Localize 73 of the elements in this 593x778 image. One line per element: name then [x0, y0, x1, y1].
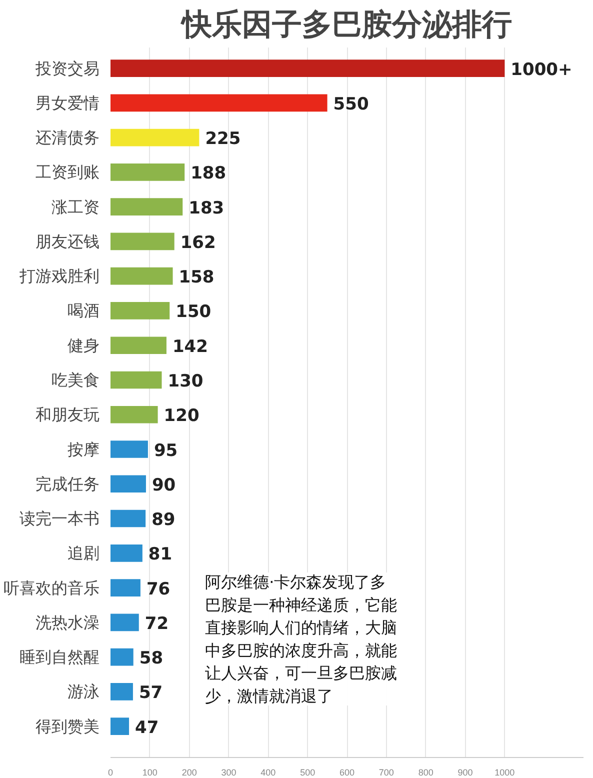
data-label: 58 [139, 648, 164, 669]
x-tick-label: 200 [182, 768, 197, 778]
x-tick-label: 600 [339, 768, 355, 778]
bar [110, 94, 328, 112]
y-tick-label: 打游戏胜利 [18, 266, 100, 286]
data-label: 95 [154, 440, 178, 461]
annotation: 阿尔维德·卡尔森发现了多巴胺是一种神经递质，它能直接影响人们的情绪，大脑中多巴胺的浓度升高，就能让人兴奋，可一旦多巴胺减少，激情就消退了 [205, 572, 398, 706]
data-label: 150 [176, 302, 212, 322]
data-label: 89 [152, 510, 176, 530]
bar [110, 510, 146, 528]
data-label: 81 [148, 544, 172, 565]
bar [110, 544, 142, 562]
data-label: 72 [144, 614, 169, 634]
data-label: 120 [164, 406, 200, 426]
bar [110, 406, 158, 424]
bar [110, 267, 173, 285]
data-label: 162 [180, 232, 216, 253]
bar [110, 232, 174, 250]
data-label: 550 [333, 94, 369, 114]
x-tick-label: 1000 [494, 768, 515, 778]
x-tick-label: 500 [300, 768, 316, 778]
y-tick-label: 洗热水澡 [36, 612, 100, 632]
y-tick-label: 朋友还钱 [36, 232, 100, 251]
x-tick-label: 100 [142, 768, 158, 778]
x-tick-label: 700 [378, 768, 394, 778]
x-tick-label: 900 [458, 768, 473, 778]
y-tick-label: 追剧 [68, 544, 100, 563]
data-label: 47 [135, 718, 159, 738]
y-tick-label: 吃美食 [52, 370, 100, 390]
bar [110, 614, 139, 632]
y-tick-label: 得到赞美 [36, 716, 100, 736]
y-tick-label: 工资到账 [36, 162, 100, 182]
x-tick-label: 400 [260, 768, 276, 778]
y-tick-label: 涨工资 [52, 197, 100, 216]
y-tick-label: 和朋友玩 [36, 405, 100, 424]
data-label: 1000+ [510, 60, 572, 80]
x-tick-label: 300 [221, 768, 236, 778]
bar [110, 475, 146, 493]
data-label: 183 [188, 198, 224, 218]
y-tick-label: 睡到自然醒 [20, 648, 100, 667]
y-tick-label: 游泳 [68, 682, 100, 702]
x-tick-label: 800 [418, 768, 434, 778]
data-label: 90 [152, 475, 176, 496]
x-tick-label: 0 [108, 768, 114, 778]
data-label: 76 [146, 579, 170, 600]
y-tick-label: 按摩 [68, 440, 100, 459]
chart-title: 快乐因子多巴胺分泌排行 [180, 8, 512, 42]
bar [110, 60, 505, 77]
bar [110, 164, 185, 181]
y-tick-label: 听喜欢的音乐 [4, 578, 100, 598]
data-label: 57 [138, 683, 163, 704]
bar [110, 440, 148, 458]
data-label: 225 [205, 129, 241, 150]
y-tick-label: 还清债务 [36, 128, 100, 148]
y-tick-label: 健身 [68, 336, 100, 355]
bar [110, 579, 140, 596]
data-label: 188 [190, 164, 226, 184]
data-label: 142 [172, 336, 208, 357]
bar [110, 336, 166, 354]
y-tick-label: 男女爱情 [36, 93, 100, 112]
bar [110, 718, 130, 735]
bar [110, 128, 200, 146]
bar [110, 648, 134, 666]
y-tick-label: 完成任务 [36, 474, 100, 494]
bar [110, 683, 133, 700]
bar [110, 302, 170, 320]
y-tick-label: 投资交易 [34, 58, 100, 78]
data-label: 158 [178, 268, 214, 288]
bar [110, 198, 183, 216]
bar [110, 371, 162, 389]
y-tick-label: 喝酒 [68, 301, 100, 320]
data-label: 130 [168, 371, 204, 392]
y-tick-label: 读完一本书 [20, 509, 100, 528]
